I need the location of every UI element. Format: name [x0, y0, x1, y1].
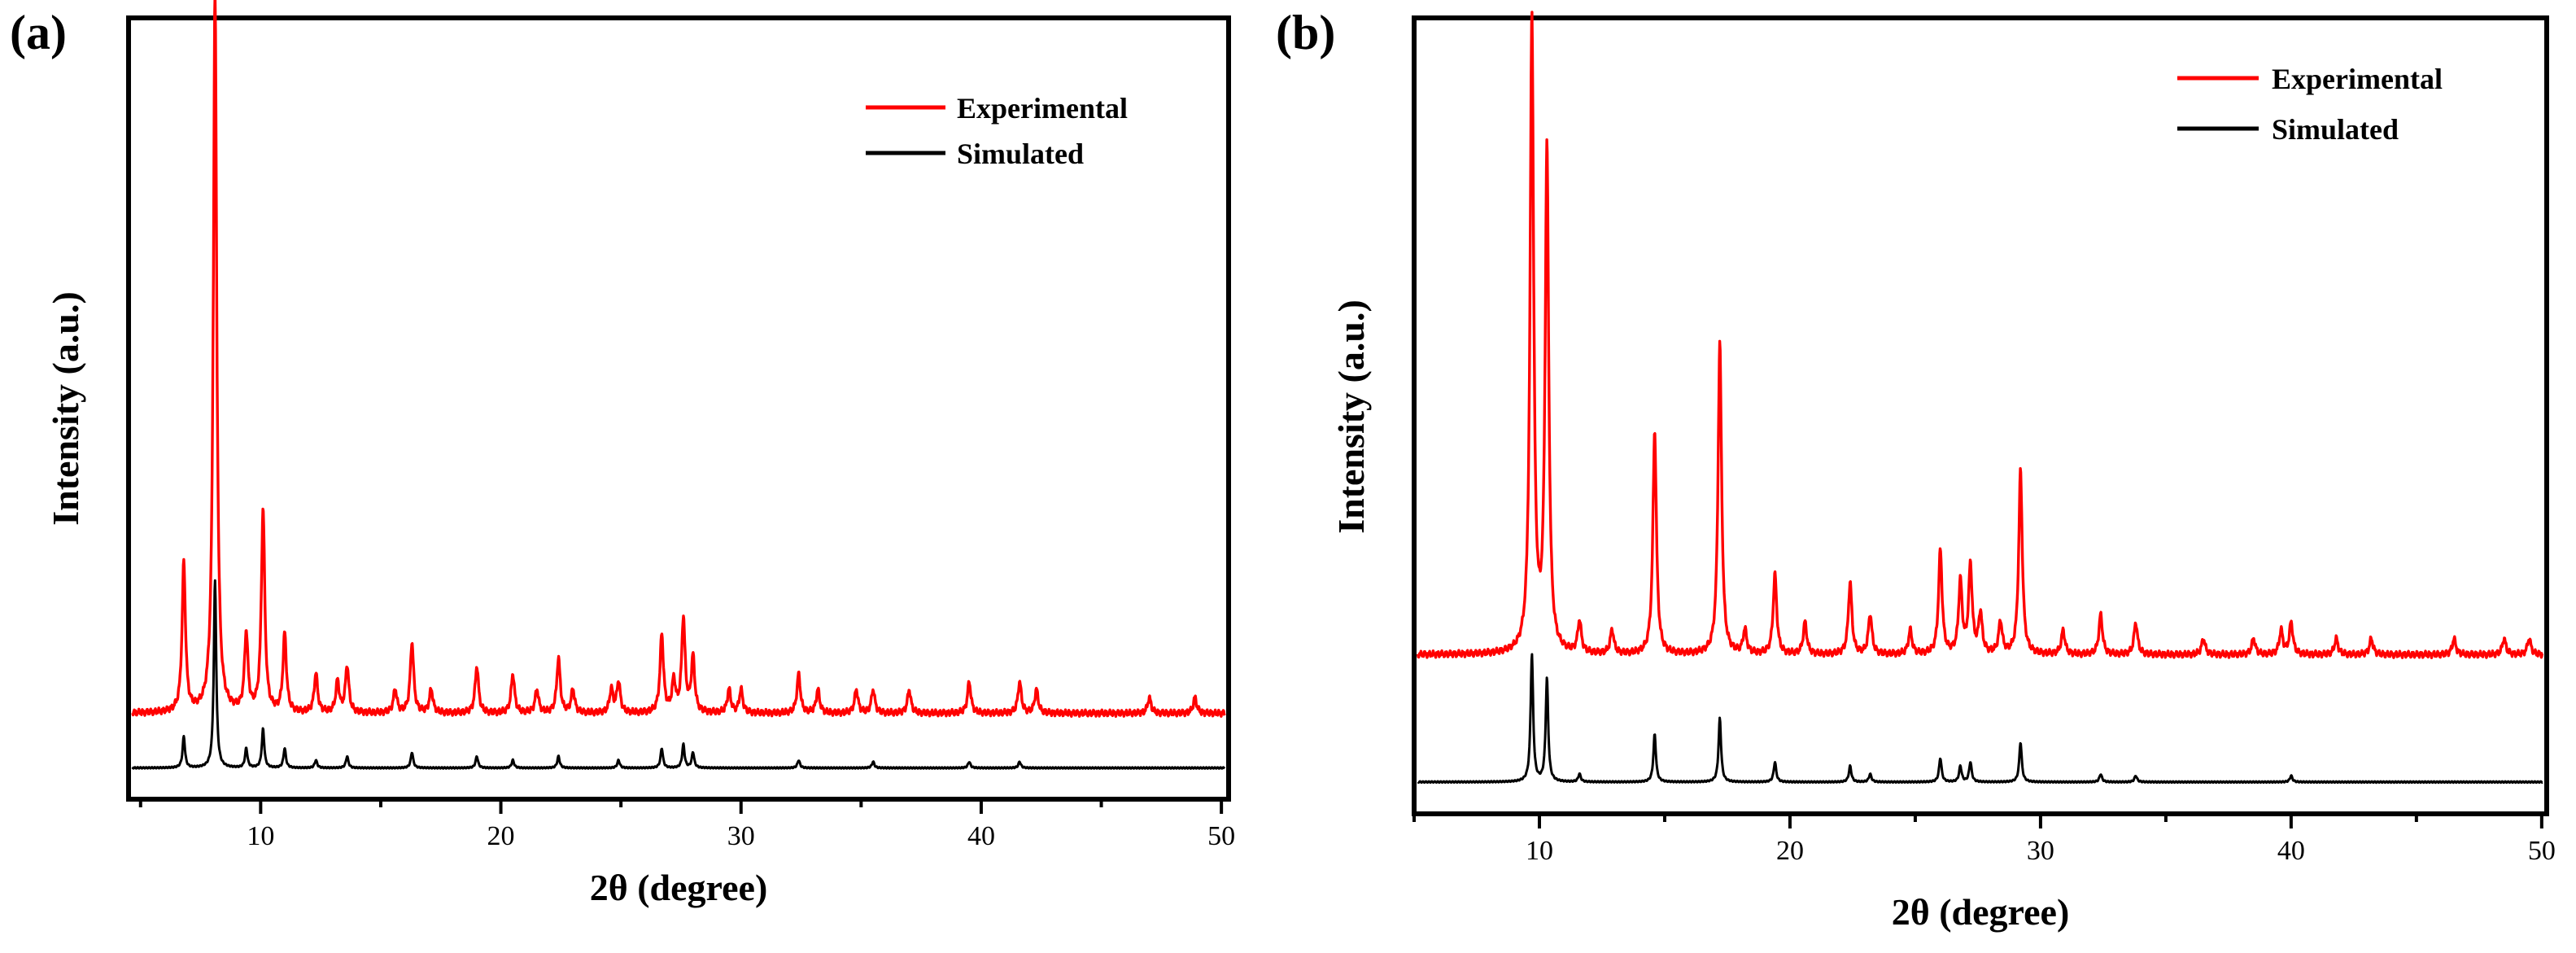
- panel-0-x-tick-label-10: 10: [247, 821, 274, 851]
- panel-1-x-tick-label-20: 20: [1776, 836, 1804, 866]
- panel-a-legend: Experimental Simulated: [866, 92, 1128, 170]
- panel-a-y-axis-label: Intensity (a.u.): [45, 291, 86, 526]
- panel-b-legend-simulated: Simulated: [2272, 113, 2399, 146]
- panel-b-legend: Experimental Simulated: [2177, 63, 2443, 146]
- panel-b-y-axis-label: Intensity (a.u.): [1330, 299, 1372, 534]
- panel-0-series-simulated-line: [131, 579, 1226, 770]
- panel-a-legend-experimental: Experimental: [957, 92, 1128, 125]
- panel-1-x-tick-label-40: 40: [2277, 836, 2305, 866]
- panel-b-x-axis-label: 2θ (degree): [1892, 891, 2070, 933]
- panel-0-x-tick-label-20: 20: [487, 821, 515, 851]
- panel-1-x-tick-label-10: 10: [1526, 836, 1553, 866]
- panel-1-x-tick-label-30: 30: [2027, 836, 2054, 866]
- panel-a-label: (a): [10, 6, 67, 59]
- panel-0-x-tick-label-30: 30: [727, 821, 755, 851]
- panel-b-x-ticks: 10 20 30 40 50: [1412, 814, 2556, 866]
- panel-a-lines: [131, 0, 1226, 770]
- panel-0-series-experimental-line: [131, 0, 1226, 718]
- panel-a-x-ticks: 10 20 30 40 50: [138, 799, 1235, 851]
- panel-b-label: (b): [1276, 6, 1335, 59]
- panel-0-x-tick-label-40: 40: [967, 821, 995, 851]
- panel-a-plot-frame: [126, 15, 1231, 802]
- panel-b-plot-frame: [1412, 15, 2549, 816]
- panel-1-x-tick-label-50: 50: [2528, 836, 2556, 866]
- panel-a: (a) 10 20 30 40 50 2θ (degree) Intensity (a.…: [10, 0, 1235, 908]
- panel-1-series-experimental-line: [1416, 11, 2544, 659]
- panel-0-x-tick-label-50: 50: [1207, 821, 1235, 851]
- panel-a-x-axis-label: 2θ (degree): [590, 867, 768, 908]
- panel-a-legend-simulated: Simulated: [957, 138, 1084, 170]
- panel-b-legend-experimental: Experimental: [2272, 63, 2443, 95]
- panel-b-lines: [1416, 11, 2544, 785]
- panel-b: (b) 10 20 30 40 50 2θ (degree) Intensity (a.…: [1276, 6, 2556, 933]
- panel-1-series-simulated-line: [1417, 653, 2543, 785]
